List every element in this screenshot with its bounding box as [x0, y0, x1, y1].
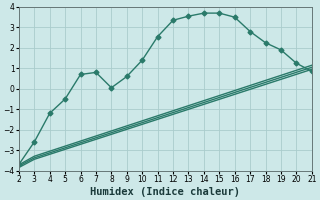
X-axis label: Humidex (Indice chaleur): Humidex (Indice chaleur): [90, 186, 240, 197]
